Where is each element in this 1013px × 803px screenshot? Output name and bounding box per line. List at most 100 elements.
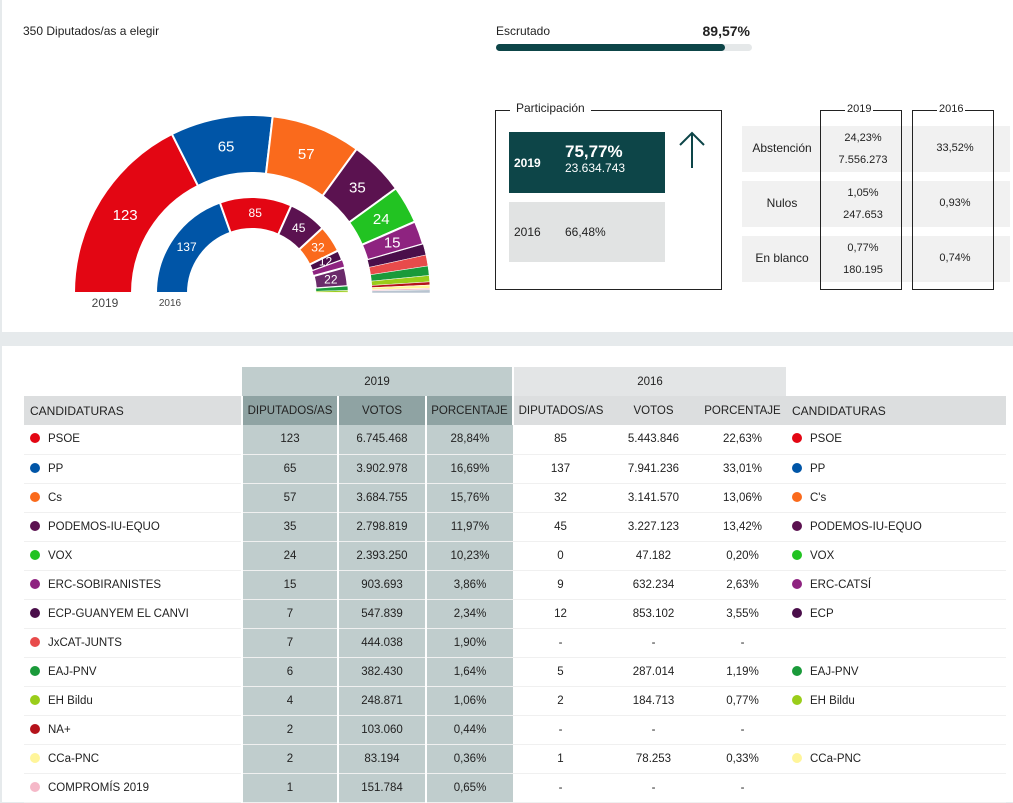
party-color-dot (792, 433, 802, 444)
col-candidaturas: CANDIDATURAS (24, 396, 242, 425)
votos-2016: 632.234 (608, 570, 699, 600)
party-name: ECP-GUANYEM EL CANVI (48, 607, 189, 620)
party-name-2016: PSOE (810, 433, 842, 446)
party-name-2016: CCa-PNC (810, 752, 862, 765)
stat-label: Nulos (766, 196, 798, 210)
table-row: JxCAT-JUNTS 7 444.038 1,90% - - - (24, 628, 1006, 658)
diputados-2016: - (513, 715, 608, 745)
party-color-dot (30, 520, 40, 531)
porcentaje-2016: - (699, 628, 786, 658)
col-votos-2016: VOTOS (608, 396, 699, 425)
stat-label: Abstención (752, 141, 812, 155)
porcentaje-2016: 1,19% (699, 657, 786, 687)
stat-2019-votes: 180.195 (843, 264, 883, 276)
col-candidaturas-2016: CANDIDATURAS (786, 396, 1006, 425)
stat-row-nulos: Nulos 1,05% 247.653 0,93% (742, 181, 1010, 227)
votos-2019: 3.684.755 (337, 483, 426, 513)
porcentaje-2019: 1,64% (425, 657, 513, 687)
votos-2016: 287.014 (608, 657, 699, 687)
2019-seat-label: 35 (349, 180, 366, 197)
2016-seat-arc (315, 291, 349, 294)
votos-2019: 6.745.468 (337, 425, 426, 455)
party-color-dot (30, 694, 40, 705)
2019-seat-label: 123 (113, 207, 138, 224)
participacion-2019-year: 2019 (514, 156, 541, 170)
party-color-dot (792, 549, 802, 560)
stat-row-en-blanco: En blanco 0,77% 180.195 0,74% (742, 236, 1010, 282)
porcentaje-2016: 0,77% (699, 686, 786, 716)
participacion-2019: 2019 75,77% 23.634.743 (509, 132, 665, 193)
party-color-dot (792, 607, 802, 618)
party-color-dot (792, 491, 802, 502)
porcentaje-2016: - (699, 715, 786, 745)
votos-2019: 382.430 (337, 657, 426, 687)
party-color-dot (30, 752, 40, 763)
porcentaje-2016: 22,63% (699, 425, 786, 455)
party-color-dot (30, 636, 40, 647)
diputados-2016: 12 (513, 599, 608, 629)
escrutado-progress-bar (496, 44, 752, 51)
escrutado-value: 89,57% (702, 23, 750, 39)
porcentaje-2019: 1,90% (425, 628, 513, 658)
table-row: VOX 24 2.393.250 10,23% 0 47.182 0,20% V… (24, 541, 1006, 571)
party-color-dot (30, 433, 40, 444)
diputados-2019: 2 (241, 715, 338, 745)
party-color-dot (30, 578, 40, 589)
votos-2016: 47.182 (608, 541, 699, 571)
votos-2019: 151.784 (337, 773, 426, 803)
diputados-2019: 7 (241, 628, 338, 658)
diputados-2016: 2 (513, 686, 608, 716)
stats-2019-column: 2019 (820, 103, 902, 290)
party-color-dot (792, 665, 802, 676)
porcentaje-2019: 15,76% (425, 483, 513, 513)
porcentaje-2016: 33,01% (699, 454, 786, 484)
diputados-2019: 6 (241, 657, 338, 687)
stats-2016-label: 2016 (937, 103, 966, 115)
porcentaje-2019: 2,34% (425, 599, 513, 629)
stat-2019-votes: 7.556.273 (838, 154, 888, 166)
party-name-2016: PODEMOS-IU-EQUO (810, 520, 922, 533)
diputados-2016: 9 (513, 570, 608, 600)
party-color-dot (30, 607, 40, 618)
2016-seat-label: 85 (249, 206, 263, 220)
table-row: ECP-GUANYEM EL CANVI 7 547.839 2,34% 12 … (24, 599, 1006, 629)
stats-2019-label: 2019 (845, 103, 874, 115)
seats-label: 350 Diputados/as a elegir (23, 24, 160, 38)
stat-2019-pct: 0,77% (847, 242, 879, 254)
diputados-2019: 24 (241, 541, 338, 571)
table-row: PSOE 123 6.745.468 28,84% 85 5.443.846 2… (24, 425, 1006, 455)
summary-panel: 350 Diputados/as a elegir 123 65 57 35 24 15 1… (2, 0, 1013, 332)
results-table: 2019 2016 CANDIDATURAS DIPUTADOS/AS VOTO… (24, 367, 1006, 803)
table-row: Cs 57 3.684.755 15,76% 32 3.141.570 13,0… (24, 483, 1006, 513)
participacion-2016-year: 2016 (514, 225, 541, 239)
col-diputados-2019: DIPUTADOS/AS (241, 396, 338, 425)
table-row: ERC-SOBIRANISTES 15 903.693 3,86% 9 632.… (24, 570, 1006, 600)
diputados-2016: 85 (513, 425, 608, 455)
diputados-2016: 5 (513, 657, 608, 687)
porcentaje-2019: 10,23% (425, 541, 513, 571)
votos-2016: 7.941.236 (608, 454, 699, 484)
participacion-2016: 2016 66,48% (509, 202, 665, 262)
diputados-2016: 0 (513, 541, 608, 571)
stat-label: En blanco (755, 251, 809, 265)
year-2016-header: 2016 (512, 367, 786, 396)
party-name: Cs (48, 491, 63, 504)
party-name: VOX (48, 549, 73, 562)
diputados-2019: 65 (241, 454, 338, 484)
porcentaje-2016: 3,55% (699, 599, 786, 629)
arrow-up-icon (677, 130, 707, 177)
table-row: PP 65 3.902.978 16,69% 137 7.941.236 33,… (24, 454, 1006, 484)
porcentaje-2016: 13,06% (699, 483, 786, 513)
votos-2019: 444.038 (337, 628, 426, 658)
year-2019-header: 2019 (242, 367, 513, 396)
stat-row-abstencion: Abstención 24,23% 7.556.273 33,52% (742, 126, 1010, 172)
diputados-2016: 1 (513, 744, 608, 774)
porcentaje-2016: 2,63% (699, 570, 786, 600)
col-votos-2019: VOTOS (337, 396, 426, 425)
diputados-2019: 7 (241, 599, 338, 629)
party-color-dot (30, 781, 40, 792)
table-row: PODEMOS-IU-EQUO 35 2.798.819 11,97% 45 3… (24, 512, 1006, 542)
2016-seat-label: 22 (324, 272, 338, 286)
party-name: ERC-SOBIRANISTES (48, 578, 162, 591)
